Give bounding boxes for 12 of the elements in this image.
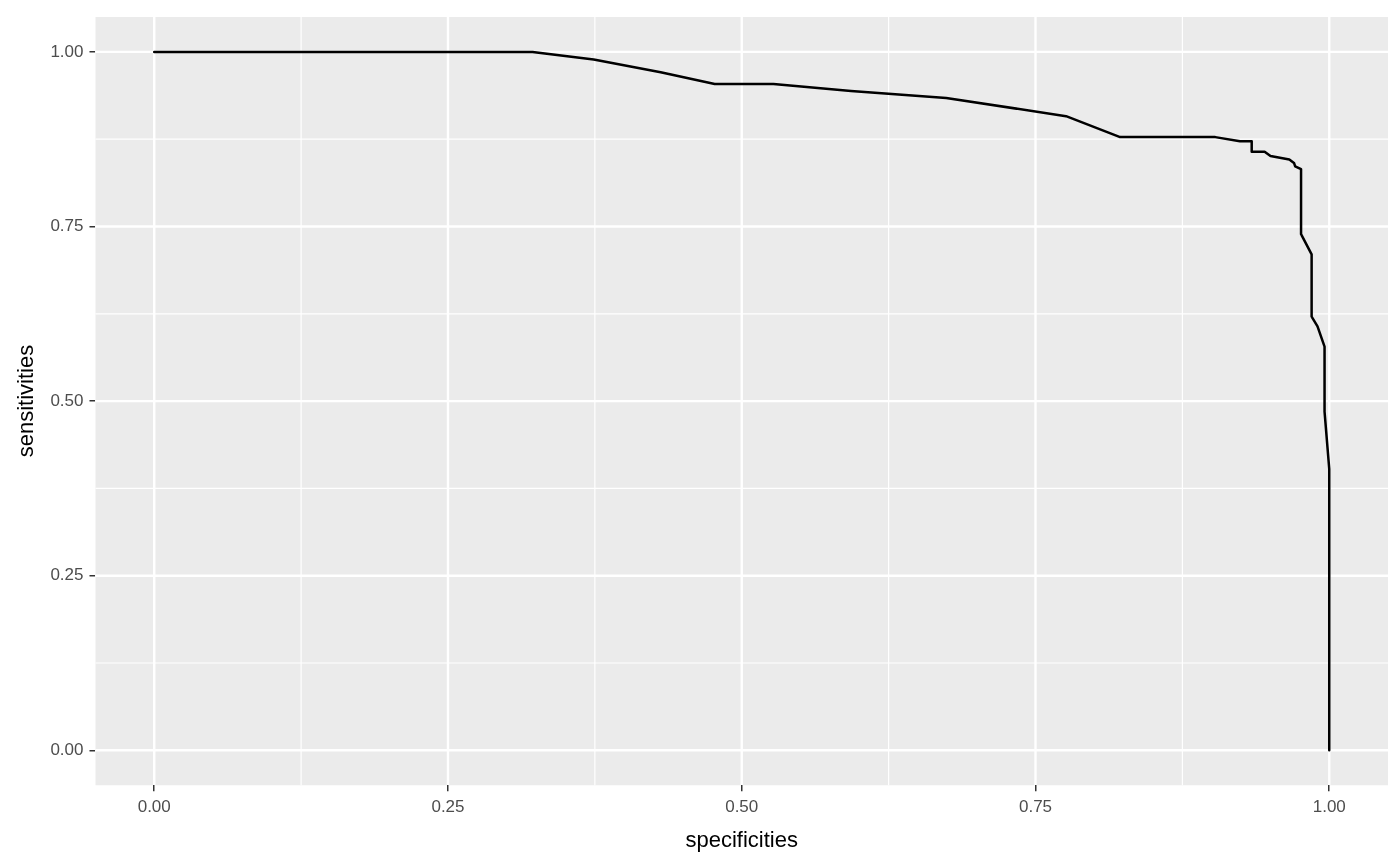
y-tick-label: 0.75 xyxy=(50,216,84,236)
x-tick-label: 0.50 xyxy=(725,797,759,817)
y-tick-label: 0.50 xyxy=(50,390,84,410)
x-tick-label: 0.25 xyxy=(431,797,465,817)
x-tick-label: 0.00 xyxy=(137,797,171,817)
y-tick-label: 0.00 xyxy=(50,739,84,759)
x-tick-label: 0.75 xyxy=(1018,797,1053,817)
y-tick-label: 0.25 xyxy=(50,565,84,585)
y-axis-title: sensitivities xyxy=(13,344,39,458)
y-tick-label: 1.00 xyxy=(50,41,84,61)
x-axis-title: specificities xyxy=(685,826,798,852)
x-tick-label: 1.00 xyxy=(1312,797,1346,817)
